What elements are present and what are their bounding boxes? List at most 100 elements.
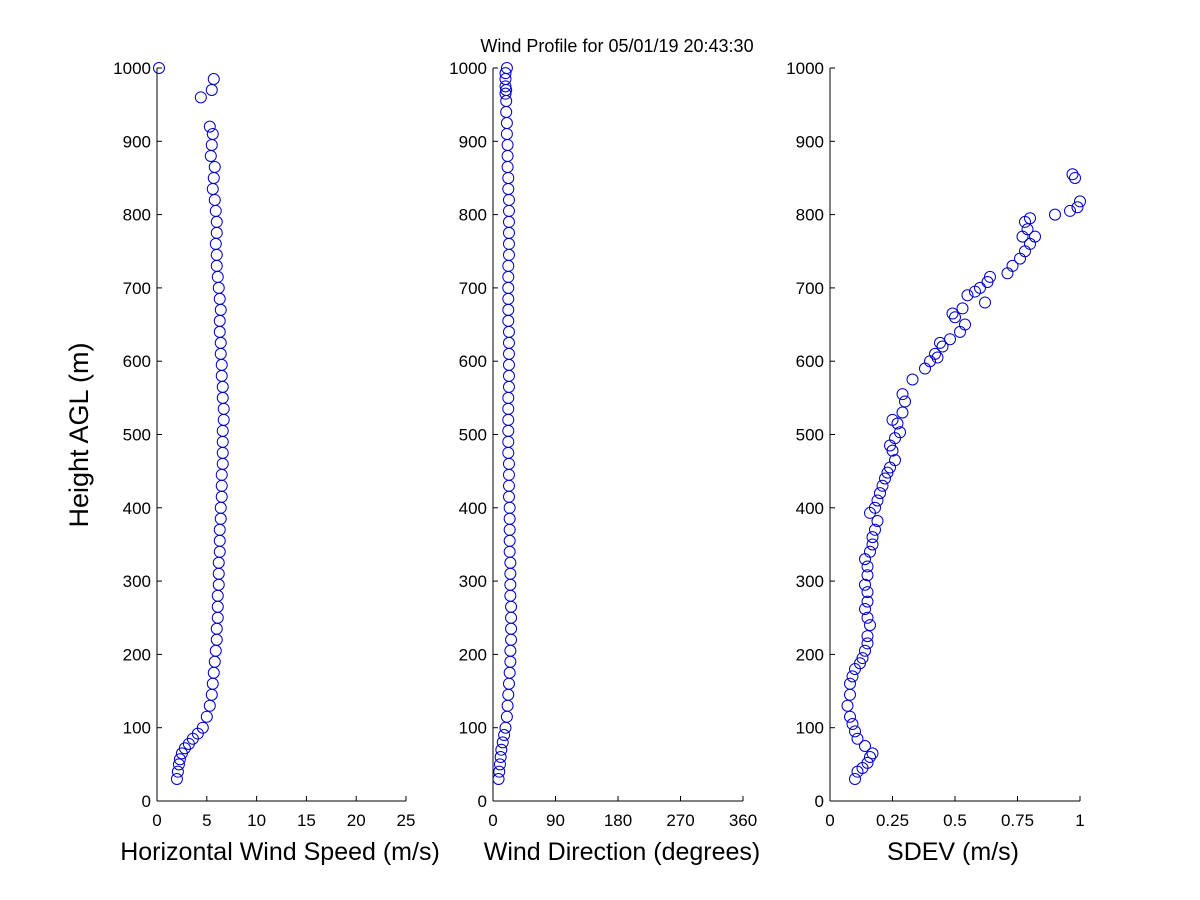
direction-data-point bbox=[494, 751, 507, 764]
direction-data-point bbox=[502, 424, 515, 437]
sdev-data-point bbox=[866, 531, 879, 544]
figure-title: Wind Profile for 05/01/19 20:43:30 bbox=[480, 36, 753, 56]
speed-data-point bbox=[214, 512, 227, 525]
sdev-x-tick-label: 0.25 bbox=[876, 811, 909, 830]
sdev-y-tick-label: 100 bbox=[796, 719, 824, 738]
speed-data-point bbox=[170, 773, 183, 786]
sdev-data-point bbox=[876, 479, 889, 492]
speed-x-tick-label: 25 bbox=[397, 811, 416, 830]
speed-data-point bbox=[216, 435, 229, 448]
sdev-data-point bbox=[946, 307, 959, 320]
direction-data-point bbox=[502, 391, 515, 404]
speed-data-point bbox=[194, 91, 207, 104]
sdev-data-point bbox=[974, 281, 986, 294]
direction-data-point bbox=[504, 655, 517, 668]
speed-data-point bbox=[215, 468, 228, 481]
direction-data-point bbox=[503, 534, 516, 547]
sdev-data-point bbox=[1019, 245, 1031, 258]
direction-data-point bbox=[502, 369, 515, 382]
sdev-data-point bbox=[849, 773, 861, 786]
speed-data-point bbox=[217, 402, 230, 415]
sdev-data-point bbox=[846, 670, 859, 683]
sdev-x-tick-label: 1 bbox=[1075, 811, 1084, 830]
direction-data-point bbox=[501, 699, 514, 712]
sdev-y-tick-label: 900 bbox=[796, 132, 824, 151]
direction-data-point bbox=[502, 358, 515, 371]
sdev-data-point bbox=[1064, 204, 1076, 217]
direction-y-tick-label: 200 bbox=[459, 645, 487, 664]
sdev-data-point bbox=[1029, 230, 1041, 243]
direction-data-point bbox=[493, 765, 506, 778]
direction-data-point bbox=[502, 204, 515, 217]
direction-x-tick-label: 90 bbox=[546, 811, 565, 830]
direction-data-point bbox=[504, 567, 517, 580]
speed-points bbox=[152, 62, 230, 786]
speed-data-point bbox=[196, 721, 209, 734]
speed-data-point bbox=[205, 83, 218, 96]
speed-y-tick-label: 400 bbox=[123, 499, 151, 518]
speed-data-point bbox=[207, 171, 220, 184]
speed-data-point bbox=[200, 710, 213, 723]
sdev-data-point bbox=[864, 545, 876, 558]
sdev-data-point bbox=[864, 619, 876, 632]
sdev-data-point bbox=[954, 325, 966, 338]
direction-data-point bbox=[493, 758, 506, 771]
sdev-data-point bbox=[956, 302, 969, 315]
speed-data-point bbox=[212, 578, 225, 591]
sdev-data-point bbox=[944, 333, 956, 346]
speed-data-point bbox=[173, 753, 186, 766]
speed-data-point bbox=[203, 699, 216, 712]
sdev-data-point bbox=[929, 347, 941, 360]
speed-data-point bbox=[204, 149, 217, 162]
direction-data-point bbox=[501, 149, 514, 162]
direction-x-tick-label: 180 bbox=[604, 811, 632, 830]
direction-data-point bbox=[500, 62, 513, 74]
sdev-data-point bbox=[859, 644, 871, 657]
direction-points bbox=[492, 62, 518, 786]
speed-data-point bbox=[208, 160, 221, 173]
direction-data-point bbox=[502, 182, 515, 195]
sdev-data-point bbox=[879, 472, 891, 485]
sdev-data-point bbox=[861, 595, 874, 608]
sdev-panel: 0 100 200 300 400 500 600 700 800 900 1000 0 0.25 0.5… bbox=[786, 59, 1086, 866]
speed-data-point bbox=[210, 633, 223, 646]
direction-y-tick-label: 800 bbox=[459, 206, 487, 225]
direction-data-point bbox=[498, 729, 511, 742]
speed-y-tick-label: 300 bbox=[123, 572, 151, 591]
sdev-data-point bbox=[1071, 201, 1084, 214]
speed-x-tick-label: 0 bbox=[152, 811, 161, 830]
height-axis-label: Height AGL (m) bbox=[64, 342, 94, 527]
speed-data-point bbox=[212, 281, 225, 294]
speed-x-tick-label: 15 bbox=[297, 811, 316, 830]
sdev-data-point bbox=[1024, 212, 1036, 225]
direction-data-point bbox=[502, 457, 515, 470]
direction-data-point bbox=[503, 666, 516, 679]
speed-data-point bbox=[207, 666, 220, 679]
sdev-data-point bbox=[1001, 267, 1014, 280]
direction-data-point bbox=[502, 248, 515, 261]
sdev-data-point bbox=[859, 553, 871, 566]
sdev-data-point bbox=[849, 725, 861, 738]
sdev-data-point bbox=[861, 569, 874, 582]
sdev-data-point bbox=[856, 652, 869, 665]
direction-y-tick-label: 0 bbox=[478, 792, 487, 811]
direction-x-tick-label: 360 bbox=[729, 811, 757, 830]
sdev-data-point bbox=[961, 289, 974, 302]
speed-data-point bbox=[215, 358, 228, 371]
sdev-data-point bbox=[861, 637, 874, 650]
direction-data-point bbox=[502, 413, 515, 426]
sdev-y-tick-label: 300 bbox=[796, 572, 824, 591]
speed-x-axis-label: Horizontal Wind Speed (m/s) bbox=[120, 838, 440, 866]
sdev-data-point bbox=[899, 395, 911, 408]
speed-panel: 0 100 200 300 400 500 600 700 800 900 1000 0 5 10 15 20… bbox=[113, 59, 440, 866]
direction-data-point bbox=[502, 380, 515, 393]
speed-data-point bbox=[213, 314, 226, 327]
sdev-data-point bbox=[861, 560, 874, 573]
sdev-data-point bbox=[841, 699, 854, 712]
sdev-y-tick-label: 1000 bbox=[786, 59, 824, 78]
sdev-data-point bbox=[844, 688, 856, 701]
direction-data-point bbox=[501, 160, 514, 173]
direction-data-point bbox=[502, 270, 515, 283]
sdev-data-point bbox=[1016, 230, 1029, 243]
speed-data-point bbox=[209, 204, 222, 217]
